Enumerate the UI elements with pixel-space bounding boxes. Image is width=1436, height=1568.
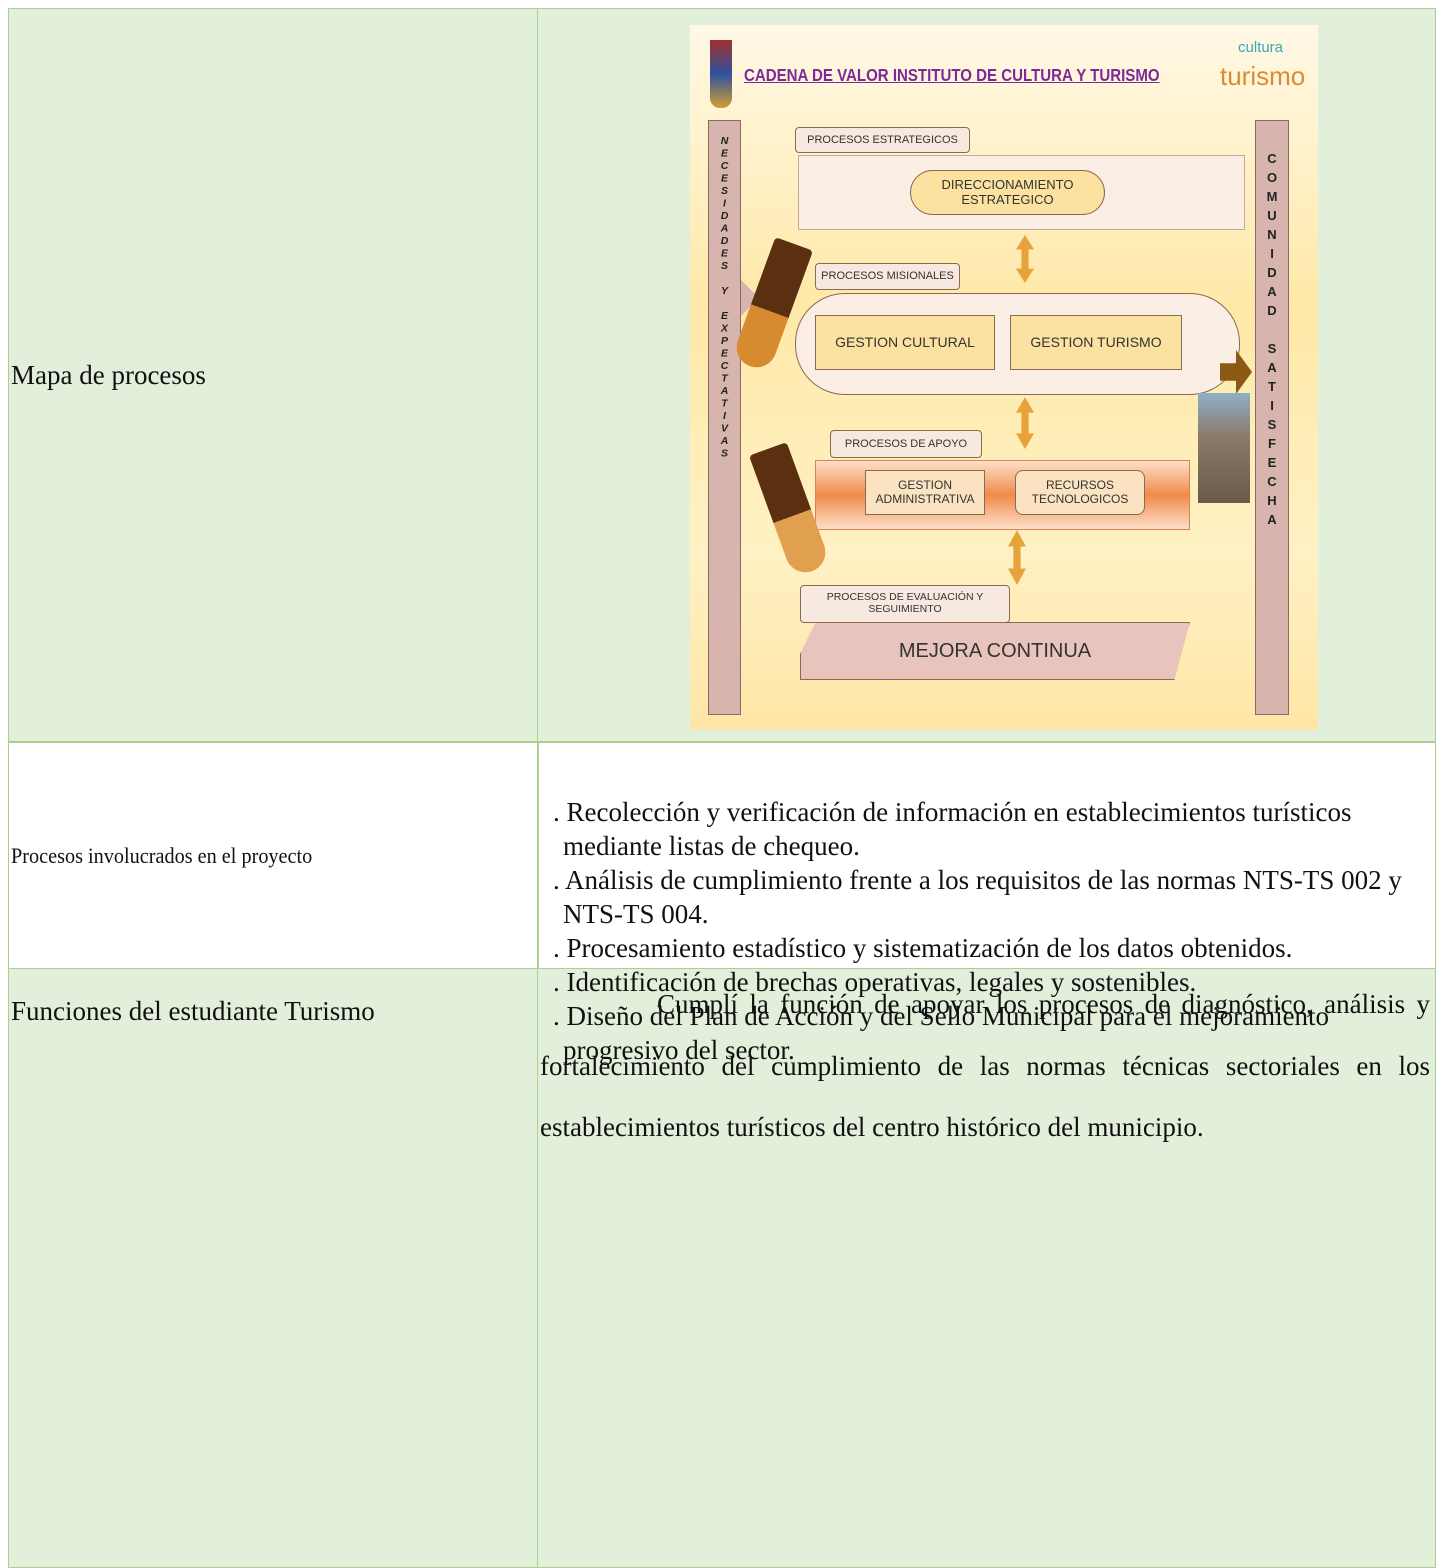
logo-text: cultura bbox=[1238, 39, 1284, 56]
function-text: Cumplí la función de apoyar los procesos… bbox=[540, 989, 1430, 1142]
label-box: PROCESOS MISIONALES bbox=[815, 263, 960, 290]
process-diagram: CADENA DE VALOR INSTITUTO DE CULTURA Y T… bbox=[690, 25, 1318, 730]
vertical-text: COMUNIDAD SATISFECHA bbox=[1264, 151, 1280, 531]
process-list: . Recolección y verificación de informac… bbox=[553, 795, 1433, 1067]
process-box: GESTION ADMINISTRATIVA bbox=[865, 470, 985, 515]
list-item: . Recolección y verificación de informac… bbox=[553, 797, 1352, 861]
label-box: PROCESOS DE EVALUACIÓN Y SEGUIMIENTO bbox=[800, 585, 1010, 623]
shield-icon bbox=[710, 40, 732, 108]
label-box: PROCESOS ESTRATEGICOS bbox=[795, 127, 970, 153]
list-item: . Diseño del Plan de Acción y del Sello … bbox=[553, 1001, 1330, 1065]
diagram-title: CADENA DE VALOR INSTITUTO DE CULTURA Y T… bbox=[744, 65, 1160, 85]
label-cell: Procesos involucrados en el proyecto bbox=[8, 741, 539, 970]
text-cell bbox=[537, 968, 1436, 1568]
arrow bbox=[1016, 397, 1034, 449]
right-bar: COMUNIDAD SATISFECHA bbox=[1255, 120, 1289, 715]
arrow bbox=[1016, 235, 1034, 283]
process-box: GESTION CULTURAL bbox=[815, 315, 995, 370]
list-item: . Identificación de brechas operativas, … bbox=[553, 967, 1197, 997]
vertical-text: NECESIDADES Y EXPECTATIVAS bbox=[718, 135, 731, 460]
arrow bbox=[1008, 530, 1026, 585]
church-icon bbox=[1198, 393, 1250, 503]
row-label: Mapa de procesos bbox=[11, 360, 206, 390]
row-label: Procesos involucrados en el proyecto bbox=[11, 842, 313, 868]
row-label: Funciones del estudiante Turismo bbox=[11, 996, 375, 1026]
label-cell: Funciones del estudiante Turismo bbox=[8, 968, 539, 1568]
process-box: GESTION TURISMO bbox=[1010, 315, 1182, 370]
list-item: . Procesamiento estadístico y sistematiz… bbox=[553, 933, 1293, 963]
label-box: PROCESOS DE APOYO bbox=[830, 430, 982, 458]
process-box: DIRECCIONAMIENTO ESTRATEGICO bbox=[910, 170, 1105, 215]
process-box: MEJORA CONTINUA bbox=[800, 622, 1190, 680]
left-bar: NECESIDADES Y EXPECTATIVAS bbox=[708, 120, 741, 715]
logo-text: turismo bbox=[1220, 61, 1306, 91]
list-item: . Análisis de cumplimiento frente a los … bbox=[553, 865, 1402, 929]
label-cell: Mapa de procesos bbox=[8, 8, 539, 743]
process-box: RECURSOS TECNOLOGICOS bbox=[1015, 470, 1145, 515]
